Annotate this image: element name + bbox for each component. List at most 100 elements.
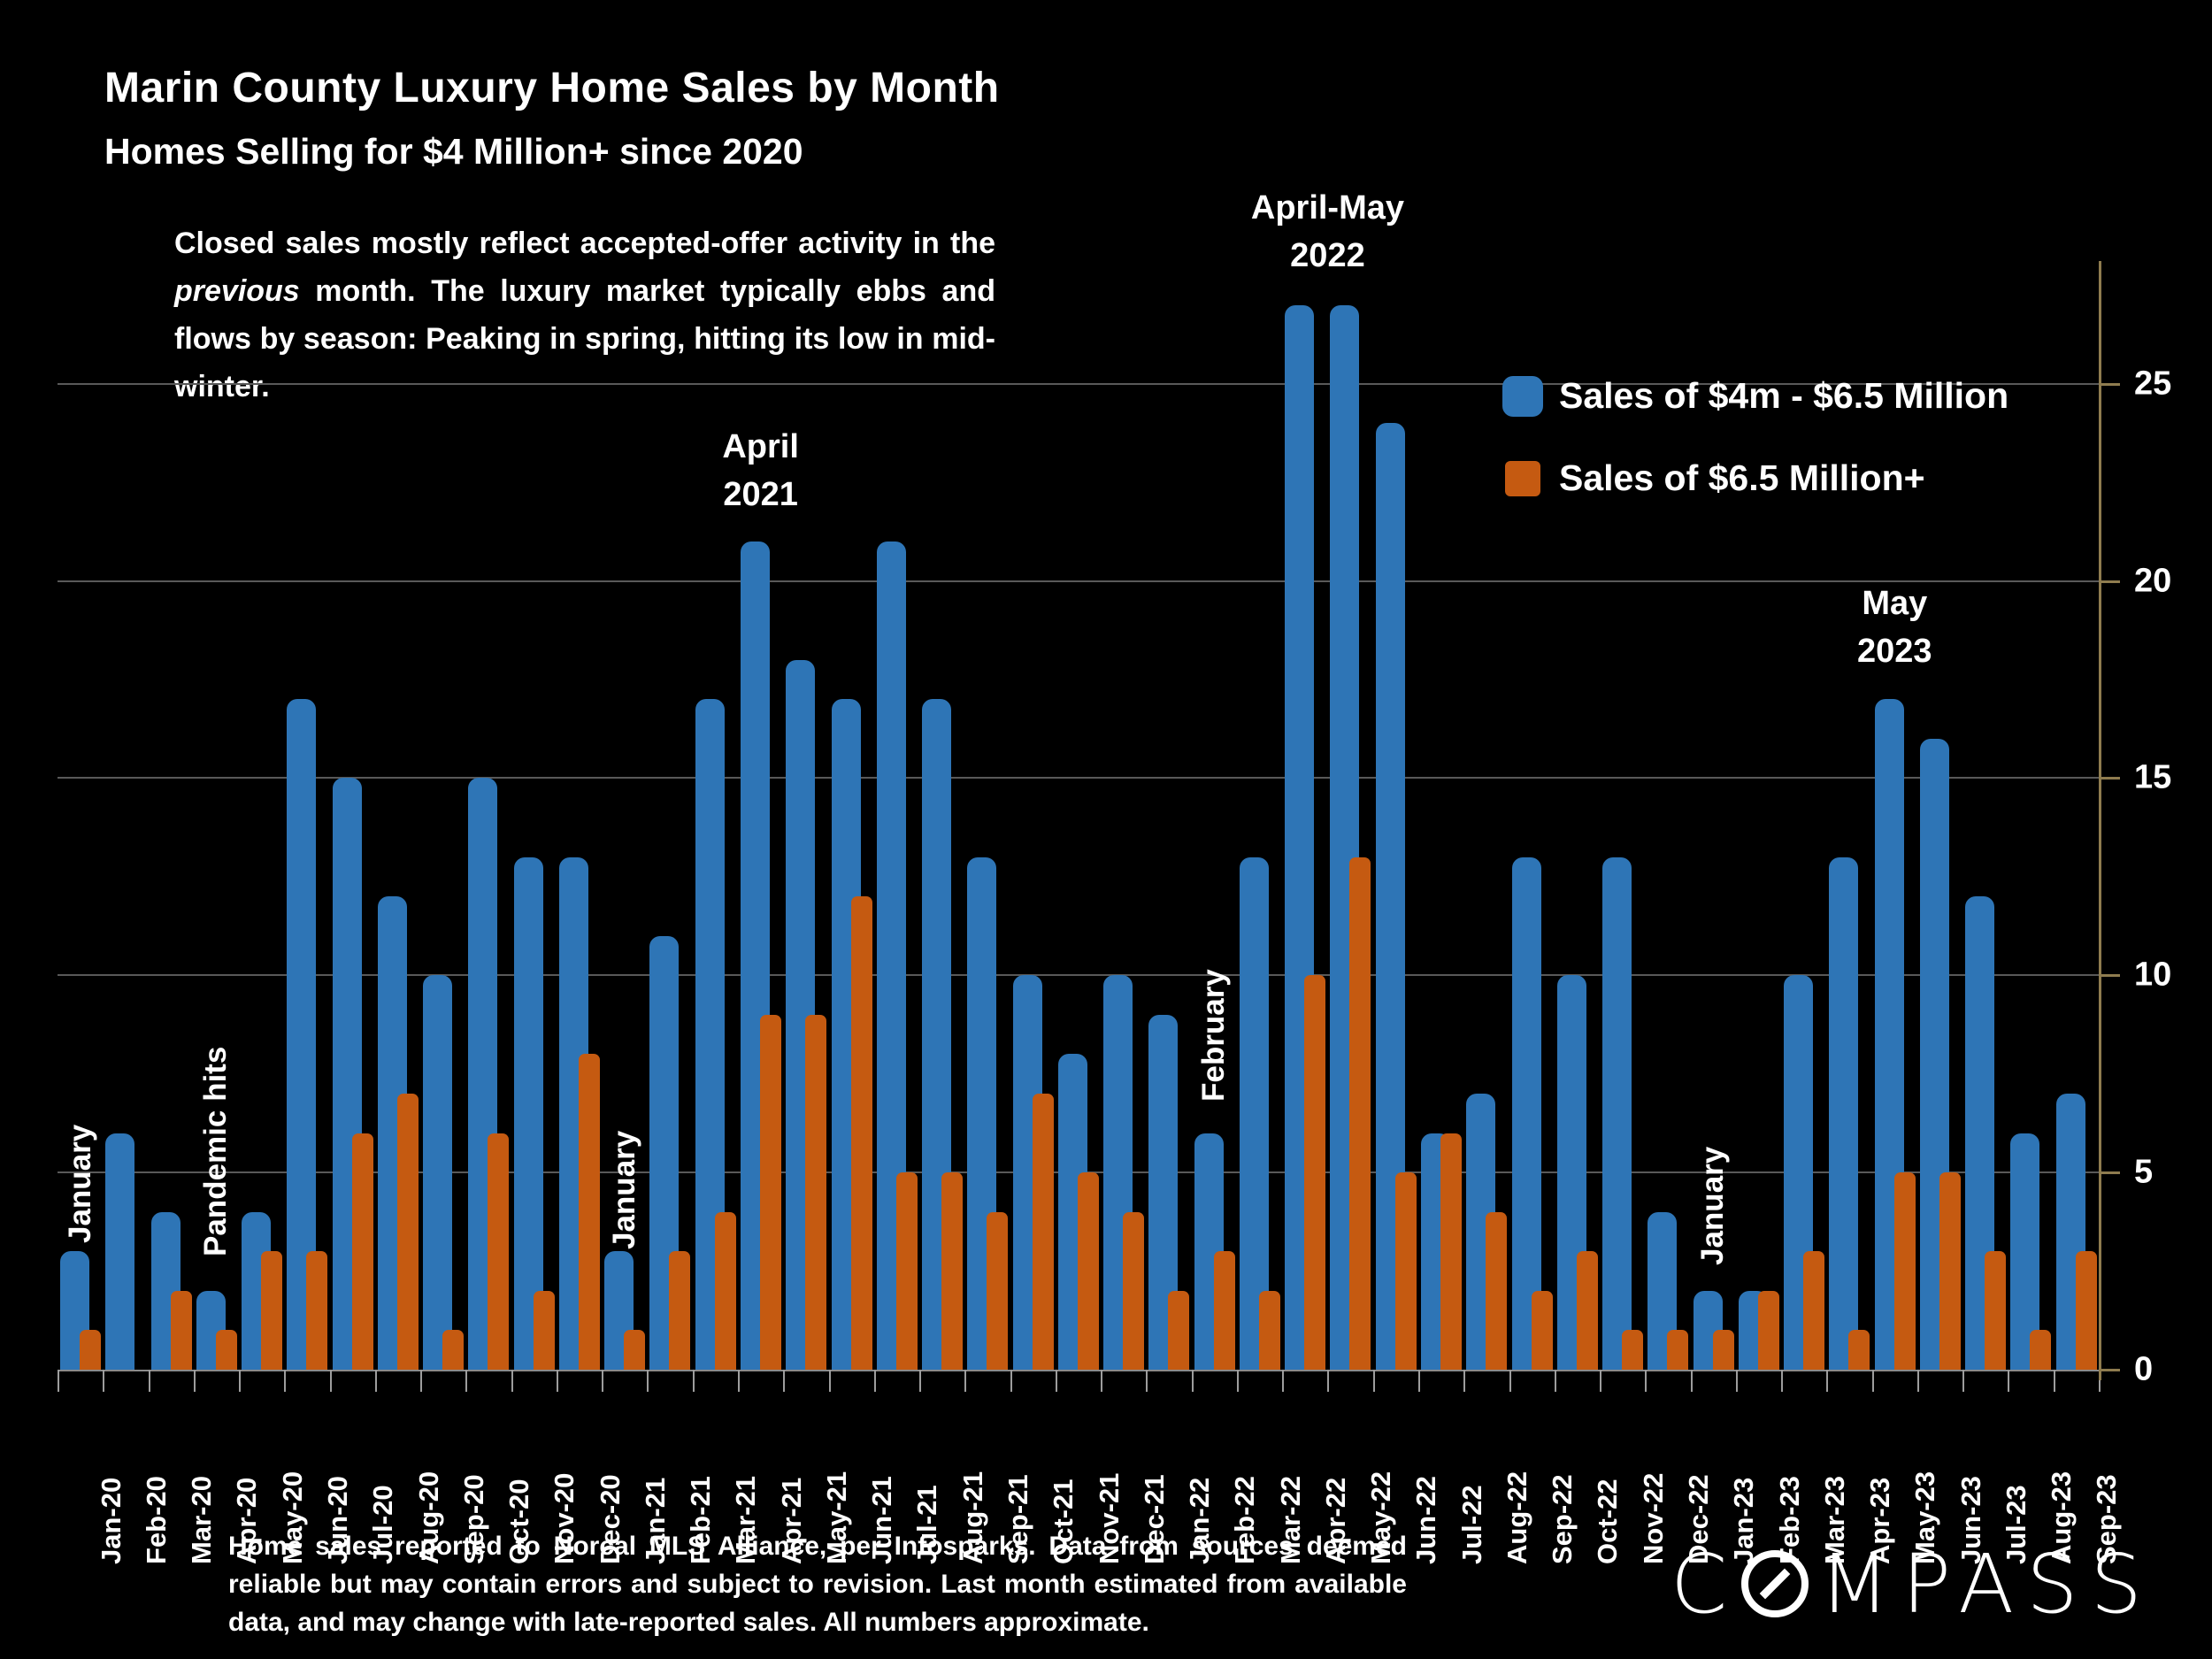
legend-swatch-blue-icon [1502, 375, 1543, 417]
bar-6.5m-May-22 [1349, 856, 1371, 1370]
x-axis-tick [329, 1370, 332, 1392]
bar-6.5m-Feb-21 [669, 1251, 691, 1370]
bar-6.5m-Jun-20 [306, 1251, 328, 1370]
annotation-february: February [1196, 969, 1232, 1102]
x-axis-tick [511, 1370, 513, 1392]
bar-6.5m-Mar-21 [714, 1211, 736, 1370]
bar-4m-Mar-22 [1239, 856, 1269, 1370]
x-axis-label-Nov-22: Nov-22 [1637, 1472, 1669, 1564]
chart-legend: Sales of $4m - $6.5 Million Sales of $6.5… [1502, 375, 2008, 540]
x-axis-tick [556, 1370, 558, 1392]
gridline-25 [58, 382, 2099, 385]
x-axis-tick [239, 1370, 242, 1392]
bar-6.5m-May-20 [261, 1251, 283, 1370]
x-axis-tick [1509, 1370, 1511, 1392]
bar-6.5m-Jul-22 [1440, 1133, 1462, 1370]
x-axis-label-Jul-22: Jul-22 [1455, 1485, 1487, 1564]
bar-6.5m-Jul-20 [351, 1133, 373, 1370]
bar-6.5m-Aug-23 [2030, 1330, 2052, 1370]
y-axis-label-20: 20 [2134, 562, 2172, 600]
x-axis-tick [1826, 1370, 1829, 1392]
x-axis-tick [647, 1370, 649, 1392]
bar-4m-Sep-20 [423, 975, 453, 1370]
bar-6.5m-Dec-20 [578, 1054, 600, 1370]
y-axis-tick-20 [2099, 580, 2120, 583]
annotation-may-2023: May 2023 [1857, 585, 1932, 670]
bar-6.5m-Apr-20 [215, 1330, 237, 1370]
x-axis-tick [1418, 1370, 1420, 1392]
x-axis-tick [193, 1370, 196, 1392]
x-axis-tick [964, 1370, 967, 1392]
note-paragraph: Closed sales mostly reflect accepted-off… [174, 219, 995, 411]
bar-4m-Sep-22 [1511, 856, 1541, 1370]
bar-4m-Feb-20 [105, 1133, 135, 1370]
bar-6.5m-Apr-21 [760, 1014, 781, 1370]
legend-label-0: Sales of $4m - $6.5 Million [1559, 375, 2009, 416]
x-axis-tick [1463, 1370, 1466, 1392]
x-axis-tick [919, 1370, 922, 1392]
y-axis-label-0: 0 [2134, 1350, 2154, 1388]
x-axis-line [58, 1370, 2099, 1371]
x-axis-label-Jun-22: Jun-22 [1410, 1476, 1442, 1564]
bar-6.5m-Nov-20 [533, 1290, 555, 1370]
bar-4m-Apr-23 [1829, 856, 1859, 1370]
y-axis-line [2099, 261, 2101, 1380]
bar-6.5m-Sep-20 [442, 1330, 465, 1370]
bar-6.5m-Mar-23 [1803, 1251, 1825, 1370]
bar-6.5m-Jun-22 [1394, 1172, 1417, 1370]
x-axis-tick [1600, 1370, 1602, 1392]
bar-6.5m-Sep-22 [1531, 1290, 1553, 1370]
x-axis-tick [1010, 1370, 1012, 1392]
y-axis-tick-5 [2099, 1171, 2120, 1175]
bar-6.5m-Apr-23 [1848, 1330, 1870, 1370]
x-axis-tick [1735, 1370, 1738, 1392]
bar-6.5m-Oct-21 [1032, 1094, 1054, 1370]
annotation-january: January [606, 1130, 641, 1249]
gridline-15 [58, 777, 2099, 780]
bar-6.5m-May-21 [805, 1014, 827, 1370]
x-axis-tick [1327, 1370, 1330, 1392]
bar-6.5m-Jan-23 [1712, 1330, 1734, 1370]
x-axis-tick [1554, 1370, 1556, 1392]
x-axis-label-Jan-20: Jan-20 [95, 1477, 127, 1564]
x-axis-tick [420, 1370, 423, 1392]
bar-6.5m-Nov-21 [1077, 1172, 1099, 1370]
x-axis-tick [602, 1370, 604, 1392]
x-axis-tick [58, 1370, 59, 1392]
x-axis-tick [1055, 1370, 1057, 1392]
x-axis-label-Oct-22: Oct-22 [1592, 1479, 1624, 1564]
compass-o-icon [1741, 1550, 1809, 1617]
bar-6.5m-Nov-22 [1622, 1330, 1644, 1370]
x-axis-tick [1101, 1370, 1103, 1392]
x-axis-tick [1146, 1370, 1148, 1392]
bar-6.5m-Jan-21 [624, 1330, 646, 1370]
footer-disclaimer: Home sales reported to Norcal MLS Allian… [228, 1532, 1407, 1637]
x-axis-tick [1645, 1370, 1647, 1392]
bar-6.5m-Aug-21 [941, 1172, 964, 1370]
x-axis-tick [738, 1370, 740, 1392]
x-axis-tick [374, 1370, 377, 1392]
annotation-january: January [1695, 1146, 1731, 1265]
x-axis-label-Aug-22: Aug-22 [1501, 1471, 1532, 1564]
annotation-pandemic-hits: Pandemic hits [198, 1046, 234, 1256]
bar-4m-Aug-23 [2010, 1133, 2040, 1370]
x-axis-tick [1236, 1370, 1239, 1392]
compass-logo: C MPASS [1671, 1537, 2154, 1632]
bar-6.5m-Mar-20 [170, 1290, 192, 1370]
bar-6.5m-Aug-20 [396, 1094, 419, 1370]
legend-row-0: Sales of $4m - $6.5 Million [1502, 375, 2008, 417]
x-axis-tick [1871, 1370, 1874, 1392]
logo-text-right: MPASS [1819, 1536, 2154, 1632]
annotation-january: January [62, 1124, 97, 1243]
x-axis-tick [1962, 1370, 1965, 1392]
bar-6.5m-Jan-20 [80, 1330, 101, 1370]
bar-6.5m-Jan-22 [1168, 1290, 1190, 1370]
bar-6.5m-Aug-22 [1486, 1211, 1508, 1370]
x-axis-label-Feb-20: Feb-20 [140, 1476, 172, 1564]
y-axis-label-10: 10 [2134, 956, 2172, 994]
bar-6.5m-Apr-22 [1304, 975, 1326, 1370]
x-axis-tick [284, 1370, 287, 1392]
x-axis-tick [2099, 1370, 2101, 1392]
note-text-post: month. The luxury market typically ebbs … [174, 274, 995, 403]
